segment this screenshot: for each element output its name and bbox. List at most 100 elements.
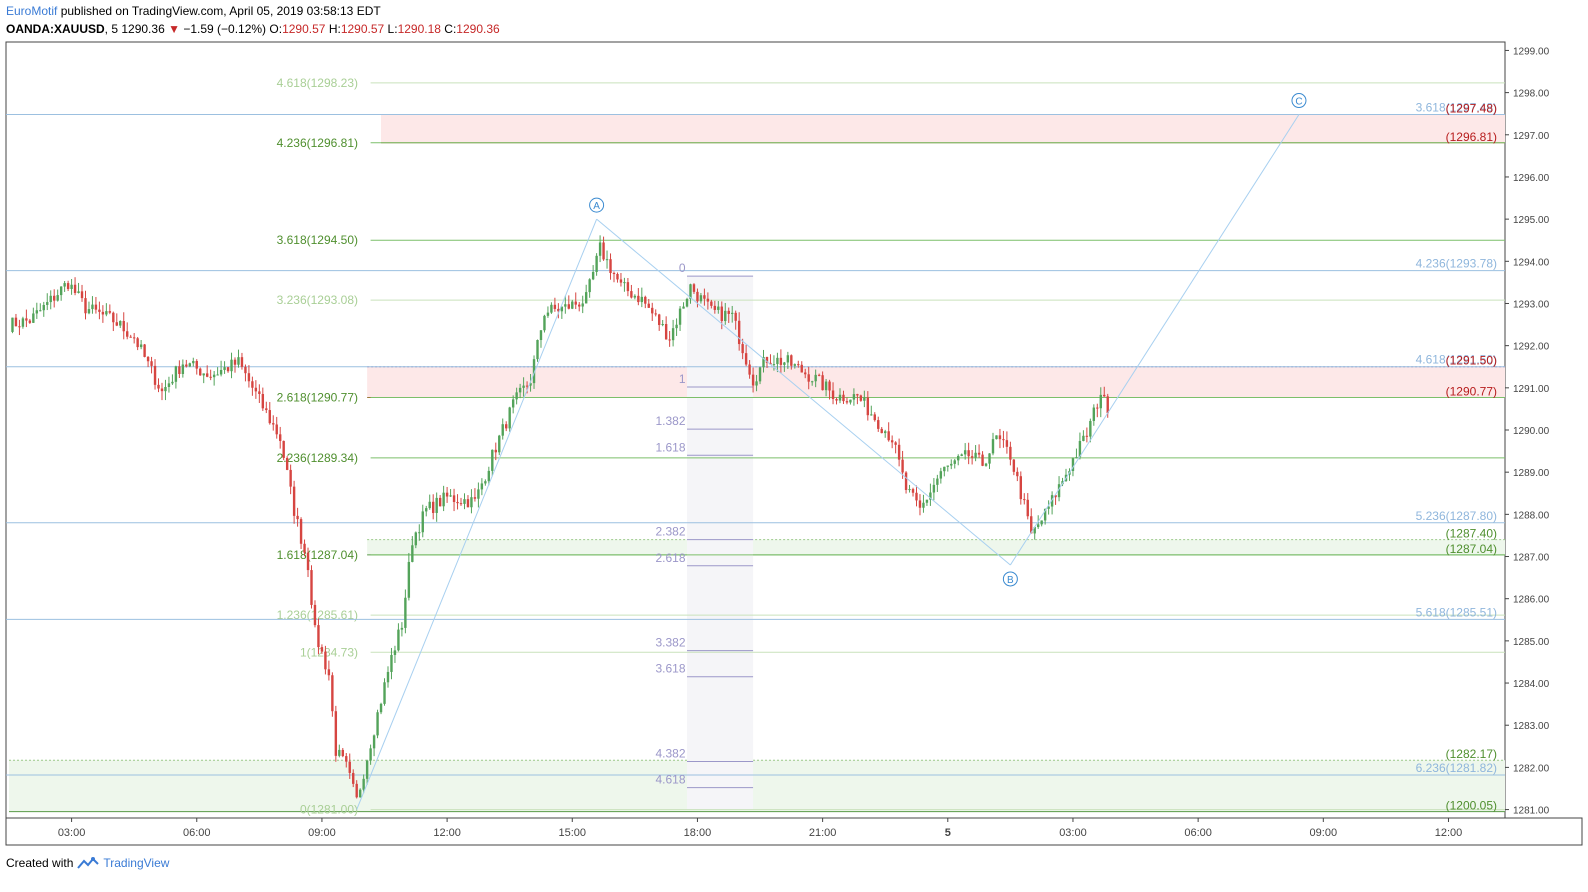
wave-line [1009, 114, 1300, 566]
candle-body [783, 362, 786, 365]
candle-body [950, 463, 953, 466]
candle-body [362, 778, 365, 790]
x-tick-label: 18:00 [684, 827, 712, 839]
candle-body [199, 368, 202, 376]
candle-body [675, 324, 678, 329]
x-tick-label: 09:00 [1310, 827, 1338, 839]
candle-body [129, 336, 132, 338]
candle-body [379, 703, 383, 713]
candle-body [46, 302, 49, 305]
candle-body [731, 312, 734, 314]
blue-level-label: 5.236(1287.80) [1416, 509, 1497, 523]
wave-line [596, 218, 1011, 566]
candle-body [644, 296, 647, 304]
candle-body [810, 381, 814, 383]
x-tick-label: 06:00 [1184, 827, 1212, 839]
candle-body [491, 449, 494, 471]
y-tick-label: 1297.00 [1513, 131, 1550, 142]
candle-body [518, 387, 522, 393]
tradingview-link[interactable]: TradingView [103, 856, 170, 870]
candle-body [1089, 420, 1092, 437]
candle-body [932, 484, 936, 493]
candle-body [233, 359, 237, 365]
candle-body [647, 303, 650, 308]
candle-body [984, 463, 988, 466]
zone-price-label: (1290.77) [1446, 385, 1497, 399]
candle-body [139, 344, 143, 348]
candle-body [814, 374, 817, 382]
candle-body [664, 324, 668, 340]
candle-body [581, 303, 584, 307]
y-tick-label: 1289.00 [1513, 468, 1550, 479]
candle-body [91, 304, 94, 310]
candle-body [240, 357, 244, 367]
candle-body [421, 511, 424, 533]
author-link[interactable]: EuroMotif [6, 4, 58, 18]
fib-ext-label: 2.382 [656, 525, 686, 539]
blue-level-label: 6.236(1281.82) [1416, 761, 1497, 775]
candle-body [776, 357, 779, 365]
candle-body [122, 320, 125, 332]
candle-body [352, 772, 355, 784]
zone-0 [381, 114, 1505, 143]
y-tick-label: 1292.00 [1513, 342, 1550, 353]
candle-body [365, 760, 369, 779]
candle-body [87, 309, 91, 314]
wave-label-a: A [593, 201, 600, 212]
candle-body [772, 364, 776, 366]
candle-body [591, 272, 595, 280]
candle-body [251, 381, 254, 388]
candle-body [1054, 495, 1057, 498]
candle-body [178, 366, 181, 375]
candle-body [157, 384, 160, 389]
candle-body [710, 301, 713, 306]
candle-body [132, 337, 136, 339]
candle-body [400, 627, 404, 630]
candle-body [1092, 407, 1096, 421]
candle-body [487, 470, 491, 482]
candle-body [685, 298, 689, 307]
candle-body [856, 394, 859, 396]
candle-body [786, 355, 790, 363]
candle-body [404, 597, 407, 628]
candle-body [821, 375, 824, 391]
candle-body [671, 328, 675, 341]
candle-body [1050, 495, 1054, 507]
close-value: 1290.36 [456, 22, 500, 36]
y-tick-label: 1294.00 [1513, 257, 1550, 268]
candle-body [331, 675, 334, 712]
candle-body [699, 295, 703, 302]
candle-body [466, 499, 470, 508]
candle-body [80, 291, 84, 299]
candle-body [1043, 508, 1047, 521]
candle-body [171, 381, 174, 384]
candle-body [887, 431, 890, 441]
candle-body [734, 312, 737, 321]
candle-body [835, 399, 838, 401]
candle-body [355, 783, 358, 798]
candle-body [630, 291, 633, 298]
fib-ext-box [687, 276, 754, 810]
candle-body [390, 654, 393, 672]
candle-body [418, 532, 421, 534]
candle-body [779, 357, 783, 365]
candle-body [442, 492, 445, 507]
candle-body [21, 318, 25, 327]
fib-level-label: 1.618(1287.04) [277, 548, 358, 562]
candle-body [560, 306, 564, 312]
price-chart[interactable]: 4.618(1298.23) 4.236(1296.81) 3.618(1294.5… [0, 0, 1588, 850]
candle-body [925, 499, 929, 503]
candle-body [303, 543, 306, 553]
candle-body [327, 669, 331, 676]
candle-body [797, 364, 800, 366]
candle-body [1106, 396, 1109, 414]
blue-level-label: 4.236(1293.78) [1416, 257, 1497, 271]
candle-body [807, 374, 810, 382]
candle-body [386, 671, 390, 683]
symbol-name[interactable]: OANDA:XAUUSD [6, 22, 105, 36]
candle-body [877, 420, 880, 429]
fib-ext-label: 3.382 [656, 636, 686, 650]
zone-price-label: (1297.48) [1446, 102, 1497, 116]
candle-body [414, 532, 418, 546]
candle-body [341, 749, 344, 757]
